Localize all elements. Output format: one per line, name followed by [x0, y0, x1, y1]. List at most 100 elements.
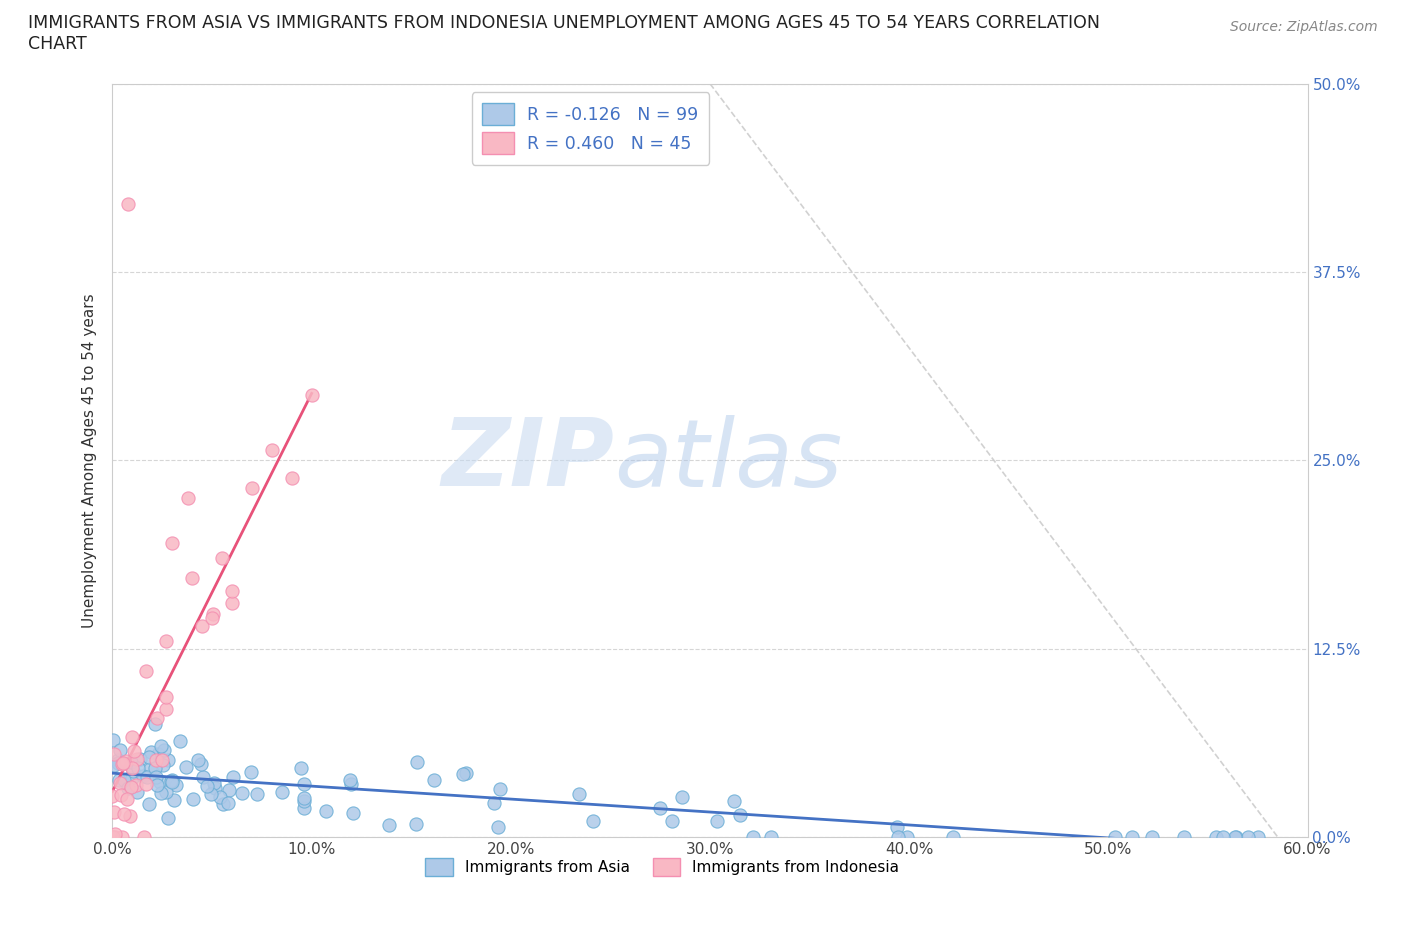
Point [190, 756, 212, 771]
Point [103, 830, 125, 844]
Point [124, 743, 146, 758]
Point [107, 752, 129, 767]
Point [650, 801, 672, 816]
Text: CHART: CHART [28, 35, 87, 53]
Point [209, 789, 232, 804]
Point [139, 745, 162, 760]
Point [127, 784, 149, 799]
Point [155, 785, 177, 800]
Point [165, 777, 187, 792]
Point [292, 777, 315, 791]
Point [202, 776, 225, 790]
Point [108, 742, 131, 757]
Point [107, 773, 129, 788]
Point [146, 711, 169, 725]
Point [115, 792, 138, 807]
Point [111, 756, 134, 771]
Point [187, 753, 209, 768]
Point [131, 768, 153, 783]
Point [1173, 830, 1195, 844]
Point [135, 777, 157, 791]
Point [155, 634, 177, 649]
Point [149, 775, 172, 790]
Point [107, 756, 129, 771]
Point [202, 606, 225, 621]
Point [886, 819, 908, 834]
Point [150, 738, 173, 753]
Point [132, 830, 155, 844]
Point [301, 388, 323, 403]
Point [486, 819, 509, 834]
Point [222, 769, 245, 784]
Point [143, 717, 166, 732]
Text: atlas: atlas [614, 415, 842, 506]
Point [143, 761, 166, 776]
Point [240, 481, 263, 496]
Point [162, 536, 183, 551]
Point [160, 772, 183, 787]
Point [145, 770, 167, 785]
Point [342, 805, 364, 820]
Point [1104, 830, 1126, 844]
Point [121, 729, 143, 744]
Point [121, 761, 143, 776]
Point [148, 746, 170, 761]
Point [101, 733, 124, 748]
Point [149, 786, 172, 801]
Point [212, 797, 235, 812]
Point [887, 830, 910, 844]
Point [378, 817, 401, 832]
Point [1142, 830, 1164, 844]
Point [221, 584, 243, 599]
Point [103, 804, 125, 819]
Point [111, 830, 134, 844]
Point [160, 773, 183, 788]
Point [759, 830, 782, 844]
Point [118, 808, 141, 823]
Point [290, 761, 312, 776]
Point [1237, 830, 1260, 844]
Point [156, 810, 179, 825]
Point [177, 491, 200, 506]
Point [671, 790, 693, 804]
Point [112, 806, 135, 821]
Text: ZIP: ZIP [441, 415, 614, 506]
Point [221, 596, 243, 611]
Point [104, 827, 127, 842]
Point [191, 769, 214, 784]
Point [260, 443, 283, 458]
Point [128, 752, 150, 767]
Point [181, 792, 204, 807]
Point [453, 766, 475, 781]
Point [728, 807, 751, 822]
Point [120, 755, 142, 770]
Point [896, 830, 918, 844]
Point [122, 764, 145, 778]
Point [135, 663, 157, 678]
Point [454, 765, 477, 780]
Point [292, 790, 315, 805]
Legend: Immigrants from Asia, Immigrants from Indonesia: Immigrants from Asia, Immigrants from In… [419, 852, 905, 882]
Point [1225, 830, 1247, 844]
Point [138, 762, 160, 777]
Point [246, 786, 269, 801]
Point [120, 779, 142, 794]
Point [405, 754, 427, 769]
Point [1247, 830, 1270, 844]
Point [110, 788, 132, 803]
Point [281, 471, 304, 485]
Point [741, 830, 763, 844]
Point [114, 754, 136, 769]
Point [155, 701, 177, 716]
Point [271, 784, 294, 799]
Point [156, 752, 179, 767]
Point [1121, 830, 1143, 844]
Point [231, 786, 253, 801]
Point [191, 618, 214, 633]
Y-axis label: Unemployment Among Ages 45 to 54 years: Unemployment Among Ages 45 to 54 years [82, 293, 97, 628]
Point [217, 796, 239, 811]
Point [292, 793, 315, 808]
Point [103, 757, 125, 772]
Point [136, 769, 159, 784]
Point [153, 742, 176, 757]
